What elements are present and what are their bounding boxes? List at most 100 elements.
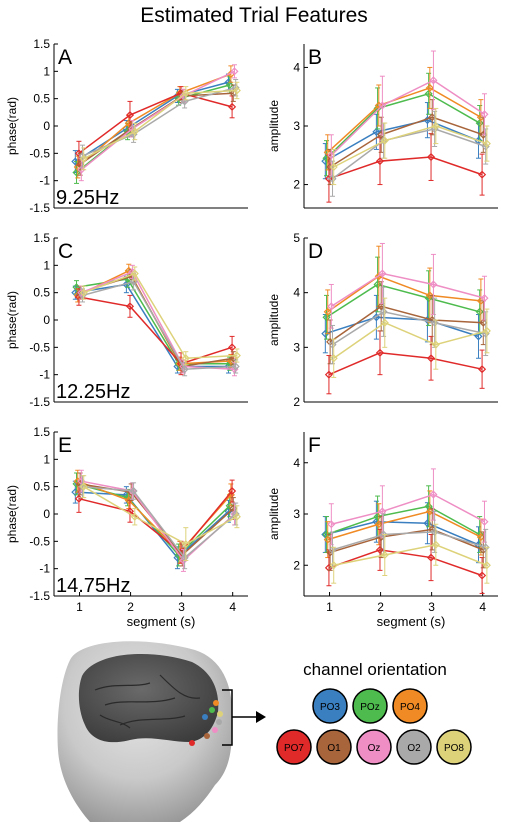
series-line: [82, 87, 236, 157]
legend-item-poz: POz: [352, 688, 388, 724]
series-po8: [79, 475, 241, 561]
data-point-marker: [482, 326, 491, 335]
x-axis-label: segment (s): [377, 614, 446, 629]
data-point-marker: [482, 561, 491, 570]
data-point-marker: [181, 540, 190, 549]
series-line: [80, 70, 235, 171]
series-o1: [76, 472, 238, 567]
data-point-marker: [324, 563, 333, 572]
data-point-marker: [380, 136, 389, 145]
data-point-marker: [78, 152, 87, 161]
series-line: [333, 125, 488, 168]
data-point-marker: [379, 307, 388, 316]
x-tick-label: 2: [127, 600, 134, 614]
y-tick-label: 2: [293, 395, 300, 409]
data-point-marker: [328, 545, 337, 554]
series-line: [327, 275, 481, 313]
electrode-o1-dot: [204, 733, 210, 739]
legend-item-po7: PO7: [276, 729, 312, 765]
series-line: [78, 296, 233, 365]
data-point-marker: [373, 512, 382, 521]
electrode-po3-dot: [202, 714, 208, 720]
y-axis-label: phase(rad): [5, 291, 19, 349]
panel-label: B: [308, 46, 322, 69]
series-o2: [78, 79, 240, 168]
channel-legend: PO3 POz PO4 PO7 O1 Oz O2 PO8: [276, 688, 472, 765]
data-point-marker: [380, 550, 389, 560]
electrode-poz-dot: [209, 707, 215, 713]
data-point-marker: [327, 520, 336, 529]
y-tick-label: 1.5: [33, 425, 50, 439]
data-point-marker: [380, 318, 389, 327]
data-point-marker: [474, 332, 483, 341]
data-point-marker: [478, 571, 487, 580]
legend-swatch: [312, 688, 348, 724]
brain-shape: [78, 653, 219, 743]
legend-item-o2: O2: [396, 729, 432, 765]
data-point-marker: [128, 486, 137, 496]
data-point-marker: [78, 482, 87, 491]
y-axis-label: phase(rad): [5, 485, 19, 543]
data-point-marker: [129, 486, 138, 496]
series-po8: [79, 81, 241, 171]
series-po4: [323, 245, 485, 335]
frequency-annotation: 14.75Hz: [56, 575, 131, 597]
panel-e: -1.5 -1 -0.5 0 0.5 1 1.5 1 2 3 4 phase(rad) segment …: [5, 425, 248, 629]
data-point-marker: [228, 343, 237, 352]
data-point-marker: [130, 269, 139, 278]
panel-f: 2 3 4 1 2 3 4 amplitude segment (s) F: [267, 432, 498, 629]
series-oz: [327, 242, 489, 329]
frequency-annotation: 12.25Hz: [56, 381, 131, 403]
data-point-marker: [431, 340, 440, 349]
series-line: [333, 321, 488, 359]
series-line: [328, 352, 483, 376]
y-tick-label: 1.5: [33, 231, 50, 245]
data-point-marker: [480, 294, 489, 303]
series-o2: [328, 286, 490, 365]
y-tick-label: -1.5: [29, 395, 50, 409]
y-tick-label: -0.5: [29, 340, 50, 354]
data-point-marker: [431, 540, 440, 549]
legend-label: POz: [360, 702, 379, 713]
series-line: [78, 490, 233, 554]
data-point-marker: [424, 89, 433, 98]
x-tick-label: 2: [377, 600, 384, 614]
series-po7: [324, 330, 487, 395]
y-tick-label: 1: [43, 64, 50, 78]
series-po3: [71, 275, 233, 374]
data-point-marker: [125, 302, 135, 311]
legend-item-po8: PO8: [436, 729, 472, 765]
data-point-marker: [375, 348, 385, 357]
data-point-marker: [322, 313, 331, 322]
data-point-marker: [480, 517, 489, 526]
y-tick-label: 0: [43, 119, 50, 133]
panel-b: 2 3 4 amplitude B: [267, 44, 498, 209]
series-line: [333, 543, 488, 566]
legend-swatch: [396, 729, 432, 765]
series-line: [332, 311, 486, 346]
legend-item-po4: PO4: [392, 688, 428, 724]
data-point-marker: [179, 362, 188, 371]
panel-label: F: [308, 434, 321, 457]
legend-swatch: [352, 688, 388, 724]
panels-group: -1.5 -1 -0.5 0 0.5 1 1.5 phase(rad) A 9.25Hz 2 3 4 am…: [5, 37, 498, 629]
data-point-marker: [430, 318, 439, 327]
panel-label: D: [308, 240, 323, 263]
panel-label: A: [58, 46, 72, 69]
data-point-marker: [130, 512, 139, 521]
data-point-marker: [225, 80, 234, 90]
series-po8: [79, 266, 241, 366]
data-point-marker: [72, 168, 81, 177]
data-point-marker: [327, 302, 336, 311]
panel-label: C: [58, 240, 73, 263]
brain-gyri: [94, 674, 201, 729]
x-tick-label: 3: [178, 600, 185, 614]
data-point-marker: [429, 76, 438, 85]
series-line: [324, 119, 479, 162]
series-line: [325, 316, 479, 338]
x-tick-label: 3: [428, 600, 435, 614]
series-po7: [74, 86, 237, 166]
series-poz: [322, 485, 484, 553]
data-point-marker: [375, 157, 385, 166]
y-tick-label: 1: [43, 258, 50, 272]
